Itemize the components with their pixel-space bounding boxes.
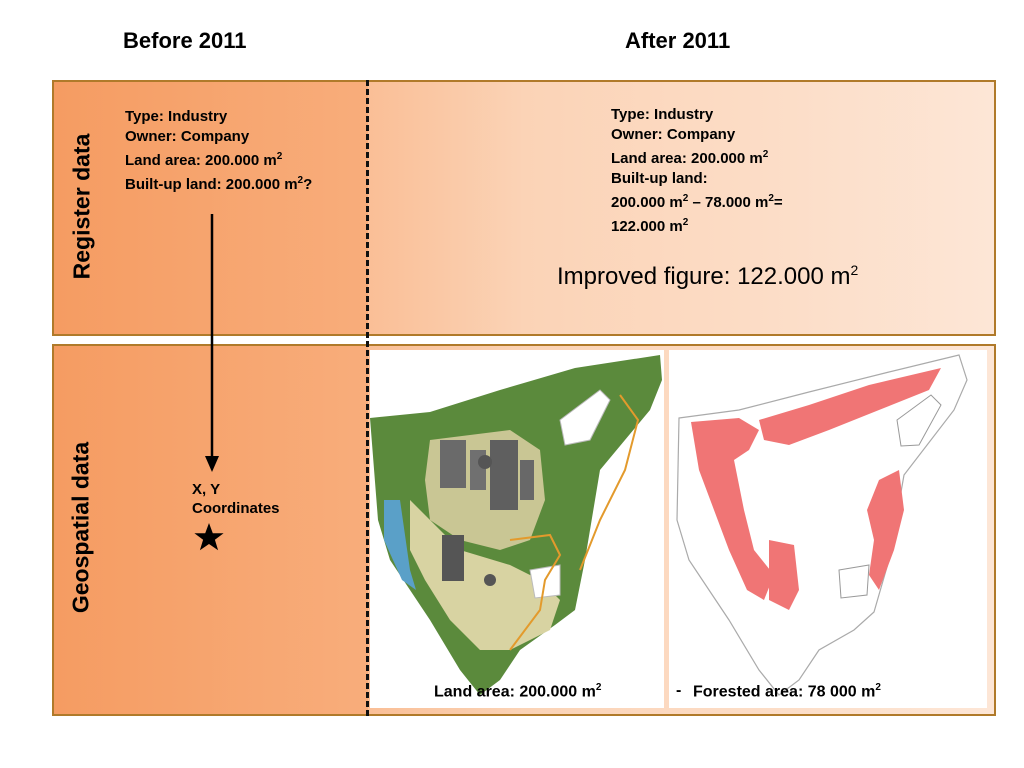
before-register-info: Type: Industry Owner: Company Land area:… — [125, 107, 312, 195]
caption-forested-area: Forested area: 78 000 m2 — [693, 682, 881, 701]
register-data-panel — [52, 80, 996, 336]
heading-after-2011: After 2011 — [625, 28, 731, 53]
star-icon — [194, 523, 224, 551]
coords-line-1: X, Y — [192, 481, 221, 498]
coords-line-2: Coordinates — [192, 500, 280, 517]
after-type: Type: Industry — [611, 106, 714, 123]
caption-land-area: Land area: 200.000 m2 — [434, 682, 602, 701]
after-land-area: Land area: 200.000 m2 — [611, 149, 769, 167]
before-built-up: Built-up land: 200.000 m2? — [125, 175, 313, 193]
row-label-geospatial: Geospatial data — [67, 441, 94, 614]
after-owner: Owner: Company — [611, 126, 736, 143]
after-built-up-label: Built-up land: — [611, 170, 708, 187]
row-label-register: Register data — [68, 133, 95, 280]
before-after-divider — [366, 80, 369, 716]
orthophoto-map — [370, 350, 664, 708]
before-type: Type: Industry — [125, 108, 228, 125]
improved-figure: Improved figure: 122.000 m2 — [557, 262, 859, 290]
after-built-up-calc: 200.000 m2 – 78.000 m2= — [611, 193, 783, 211]
caption-minus: - — [676, 682, 682, 699]
before-land-area: Land area: 200.000 m2 — [125, 151, 283, 169]
arrow-down-icon — [205, 214, 219, 472]
forest-highlight-map — [669, 350, 987, 708]
after-register-info: Type: Industry Owner: Company Land area:… — [611, 105, 783, 237]
xy-coordinates-label: X, Y Coordinates — [192, 480, 280, 518]
after-built-up-result: 122.000 m2 — [611, 217, 689, 235]
heading-before-2011: Before 2011 — [123, 28, 247, 53]
before-owner: Owner: Company — [125, 128, 250, 145]
